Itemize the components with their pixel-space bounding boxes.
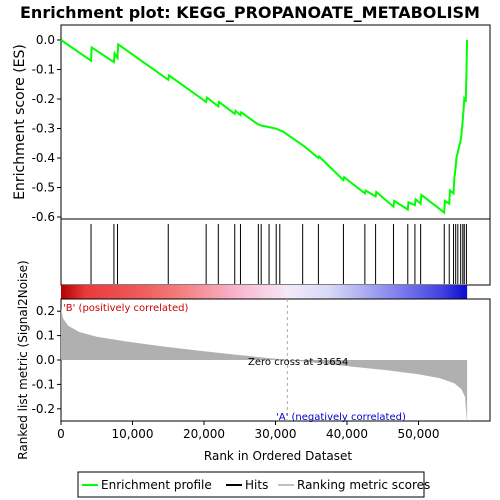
es-panel-frame	[60, 24, 491, 220]
es-tick-label: -0.2	[32, 92, 55, 106]
positive-annotation: 'B' (positively correlated)	[63, 303, 188, 314]
x-tick-label: 10,000	[112, 427, 154, 441]
zero-cross-annotation: Zero cross at 31654	[248, 357, 348, 368]
x-tick-label: 30,000	[255, 427, 297, 441]
es-tick-label: -0.5	[32, 181, 55, 195]
negative-annotation: 'A' (negatively correlated)	[276, 412, 406, 423]
ranking-color-bar	[61, 285, 468, 299]
ranking-metric-area	[61, 308, 468, 424]
x-tick-label: 50,000	[398, 427, 440, 441]
legend-label-enrichment: Enrichment profile	[101, 478, 212, 492]
ranking-axis-label: Ranked list metric (Signal2Noise)	[16, 260, 30, 459]
x-tick-label: 40,000	[326, 427, 368, 441]
es-tick-label: -0.3	[32, 122, 55, 136]
legend-label-hits: Hits	[245, 478, 268, 492]
legend-box	[77, 471, 425, 498]
x-tick-label: 0	[57, 427, 65, 441]
es-ticks: 0.0 -0.1 -0.2 -0.3 -0.4 -0.5 -0.6	[32, 33, 61, 224]
es-tick-label: -0.6	[32, 210, 55, 224]
ranking-tick-label: 0.1	[36, 329, 55, 343]
legend-label-ranking: Ranking metric scores	[297, 478, 430, 492]
es-tick-label: -0.4	[32, 151, 55, 165]
ranking-ticks: 0.2 0.1 0.0 -0.1 -0.2	[32, 304, 61, 416]
es-tick-label: -0.1	[32, 63, 55, 77]
ranking-tick-label: -0.2	[32, 402, 55, 416]
enrichment-profile-line	[60, 39, 469, 215]
x-axis-ticks: 0 10,000 20,000 30,000 40,000 50,000	[57, 421, 440, 441]
x-tick-label: 20,000	[183, 427, 225, 441]
es-axis-label: Enrichment score (ES)	[12, 44, 28, 200]
ranking-tick-label: 0.0	[36, 353, 55, 367]
x-axis-label: Rank in Ordered Dataset	[204, 449, 352, 463]
hits-markers	[90, 224, 467, 284]
es-tick-label: 0.0	[36, 33, 55, 47]
legend: Enrichment profile Hits Ranking metric s…	[77, 471, 430, 498]
chart-title: Enrichment plot: KEGG_PROPANOATE_METABOL…	[20, 3, 480, 22]
ranking-tick-label: 0.2	[36, 304, 55, 318]
hits-panel-frame	[60, 218, 491, 286]
ranking-tick-label: -0.1	[32, 377, 55, 391]
